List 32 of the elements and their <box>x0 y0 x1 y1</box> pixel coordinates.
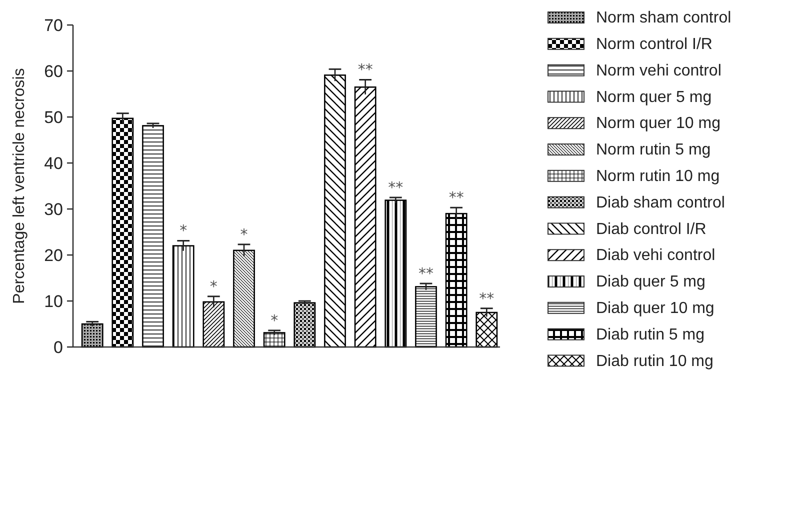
legend-label: Diab rutin 10 mg <box>596 352 714 370</box>
y-tick-label: 20 <box>44 246 63 265</box>
legend-label: Norm sham control <box>596 10 732 27</box>
y-tick-label: 70 <box>44 16 63 35</box>
data-label: ** <box>358 60 374 79</box>
data-label: ** <box>479 289 495 308</box>
legend-label: Diab control I/R <box>596 220 706 238</box>
y-tick-label: 40 <box>44 154 63 173</box>
legend-label: Norm quer 5 mg <box>596 88 712 106</box>
legend-label: Norm vehi control <box>596 62 722 80</box>
legend-label: Norm rutin 10 mg <box>596 168 720 185</box>
legend-label: Diab quer 5 mg <box>596 274 706 291</box>
y-tick-label: 50 <box>44 108 63 127</box>
data-label: * <box>240 225 248 244</box>
data-label: * <box>270 311 279 330</box>
data-label: ** <box>388 178 404 196</box>
y-tick-label: 60 <box>44 62 63 81</box>
y-tick-label: 10 <box>44 292 63 311</box>
legend-label: Diab vehi control <box>596 247 716 264</box>
legend-label: Diab quer 10 mg <box>596 300 714 317</box>
legend-label: Diab rutin 5 mg <box>596 326 704 344</box>
legend-label: Norm control I/R <box>596 36 712 53</box>
y-tick-label: 30 <box>44 200 63 219</box>
legend-label: Norm rutin 5 mg <box>596 142 711 159</box>
legend-label: Norm quer 10 mg <box>596 115 720 132</box>
data-label: * <box>210 277 218 296</box>
data-label: ** <box>418 264 434 283</box>
data-label: * <box>180 222 188 240</box>
legend-label: Diab sham control <box>596 194 725 212</box>
data-label: ** <box>448 188 464 207</box>
y-tick-label: 0 <box>54 338 63 357</box>
y-axis-title: Percentage left ventricle necrosis <box>11 68 28 304</box>
